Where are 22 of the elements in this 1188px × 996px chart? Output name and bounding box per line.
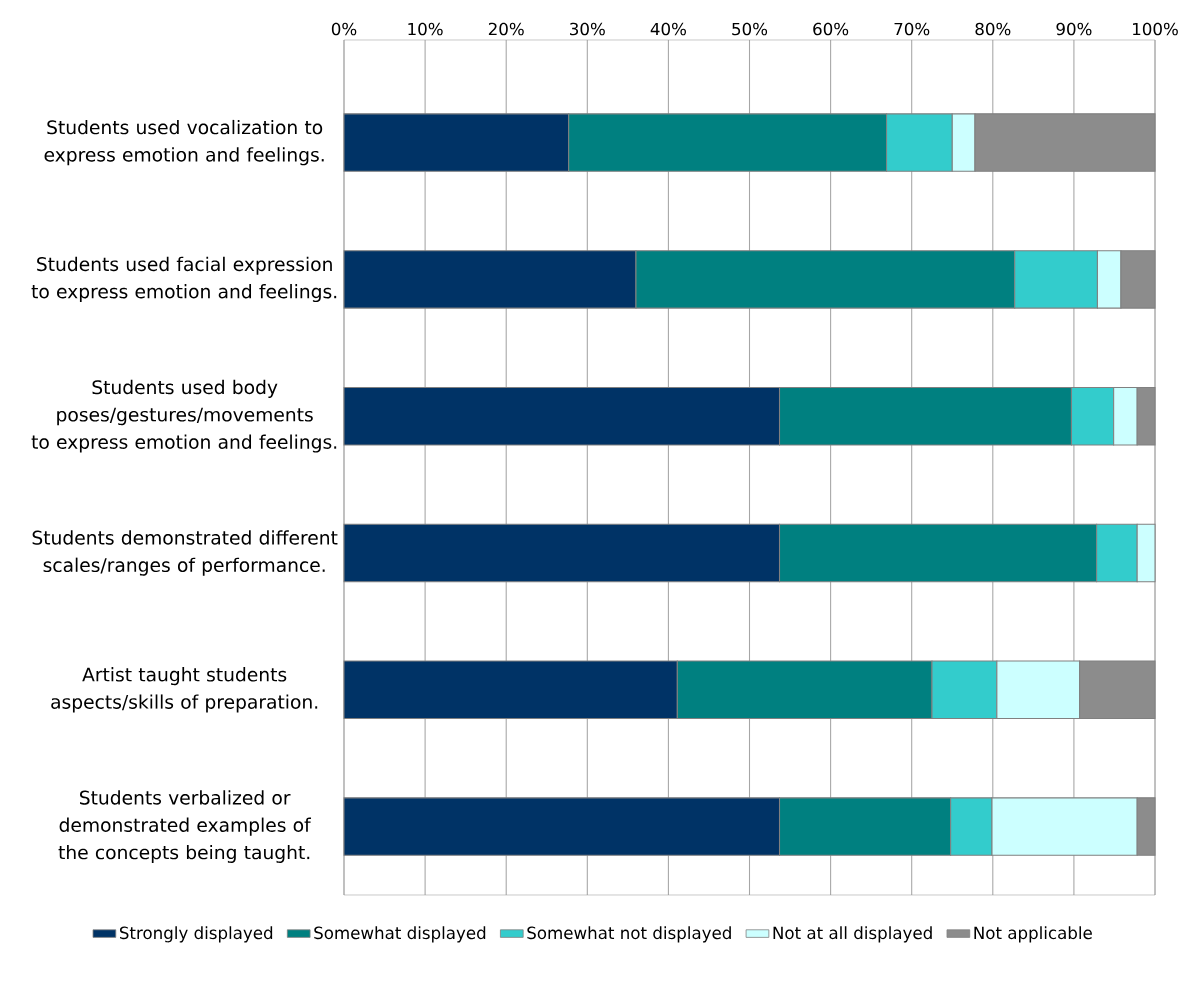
x-tick-label: 80%	[975, 22, 1011, 36]
y-tick-label: Students verbalized or demonstrated examples of the concepts being taught.	[58, 790, 312, 863]
y-tick-label: Artist taught students aspects/skills of preparation.	[51, 667, 318, 713]
legend-label: Strongly displayed	[119, 926, 273, 943]
x-tick-label: 50%	[732, 22, 768, 36]
legend-label: Somewhat not displayed	[527, 926, 731, 943]
y-tick-label: Students used body poses/gestures/movements to express emotion and feelings.	[31, 379, 337, 453]
legend-label: Somewhat displayed	[314, 926, 486, 943]
legend-label: Not applicable	[974, 926, 1092, 943]
x-tick-label: 40%	[650, 22, 686, 36]
x-tick-label: 0%	[331, 22, 357, 36]
x-tick-label: 20%	[488, 22, 524, 36]
y-tick-label: Students used facial expression to express emotion and feelings.	[31, 256, 337, 303]
legend-label: Not at all displayed	[773, 926, 932, 943]
x-tick-label: 90%	[1056, 22, 1092, 36]
y-tick-label: Students demonstrated different scales/ranges of performance.	[32, 530, 338, 576]
x-tick-label: 10%	[408, 22, 443, 36]
x-tick-label: 70%	[894, 22, 930, 36]
y-tick-label: Students used vocalization to express emotion and feelings.	[44, 119, 324, 166]
x-tick-label: 100%	[1133, 22, 1178, 36]
x-tick-label: 30%	[570, 22, 605, 36]
x-tick-label: 60%	[813, 22, 849, 36]
